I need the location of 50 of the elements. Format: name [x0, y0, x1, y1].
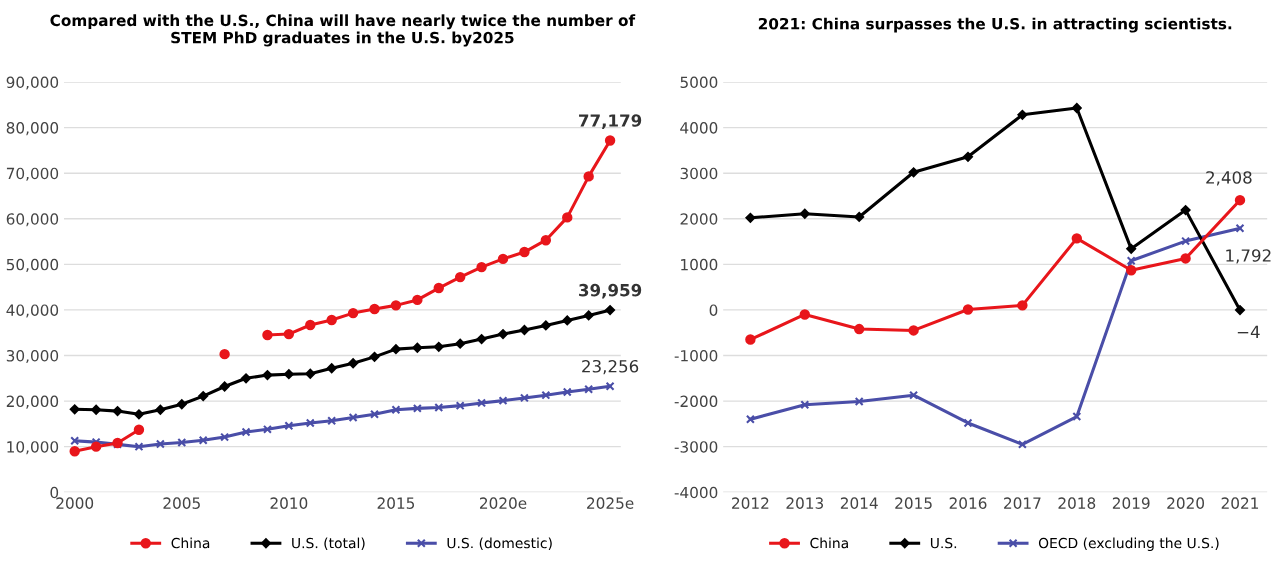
x-tick-label: 2013: [786, 497, 824, 509]
y-tick-label: 0: [709, 304, 718, 316]
y-tick-label: 50,000: [6, 258, 59, 272]
x-tick-label: 2015: [377, 497, 415, 509]
y-tick-label: 5000: [680, 76, 718, 89]
data-label: −4: [1237, 325, 1260, 338]
y-tick-label: -3000: [674, 441, 718, 453]
y-tick-label: 2000: [680, 213, 718, 225]
legend-label: U.S.: [930, 537, 957, 549]
y-tick-label: 30,000: [6, 349, 59, 364]
y-tick-label: 10,000: [7, 441, 59, 455]
y-tick-label: 90,000: [6, 76, 59, 90]
chart-title: 2021: China surpasses the U.S. in attracting scientists.: [758, 17, 1232, 33]
x-tick-label: 2015: [895, 497, 932, 509]
x-tick-label: 2017: [1004, 497, 1041, 509]
x-tick-label: 2019: [1112, 497, 1150, 509]
y-tick-label: -1000: [674, 349, 718, 362]
x-tick-label: 2025e: [587, 497, 634, 509]
y-tick-label: -2000: [674, 395, 718, 408]
data-label: 2,408: [1206, 171, 1252, 186]
data-label: 77,179: [579, 114, 642, 129]
y-tick-label: -4000: [674, 486, 718, 499]
y-tick-label: 60,000: [6, 213, 59, 227]
y-tick-label: 1000: [681, 258, 718, 271]
y-tick-label: 40,000: [6, 304, 59, 318]
x-tick-label: 2010: [270, 497, 308, 509]
x-tick-label: 2014: [840, 497, 878, 509]
y-tick-label: 4000: [680, 122, 718, 134]
y-tick-label: 20,000: [6, 395, 59, 409]
legend-label: OECD (excluding the U.S.): [1038, 537, 1219, 551]
data-label: 1,792: [1226, 249, 1271, 264]
data-label: 39,959: [579, 283, 642, 299]
chart-title: Compared with the U.S., China will have nearly twice the number of STEM PhD graduates in the U.S. by2025: [50, 14, 636, 47]
legend-label: U.S. (total): [292, 537, 365, 550]
data-label: 23,256: [582, 359, 639, 375]
legend-label: U.S. (domestic): [447, 537, 552, 550]
x-tick-label: 2021: [1221, 497, 1259, 509]
y-tick-label: 0: [50, 486, 59, 499]
x-tick-label: 2018: [1058, 497, 1096, 509]
x-tick-label: 2012: [732, 497, 769, 509]
y-tick-label: 3000: [680, 167, 718, 180]
y-tick-label: 80,000: [6, 122, 59, 136]
legend-label: China: [171, 537, 210, 549]
x-tick-label: 2000: [56, 497, 94, 509]
x-tick-label: 2020: [1167, 497, 1205, 509]
x-tick-label: 2016: [949, 497, 987, 509]
y-tick-label: 70,000: [6, 167, 59, 181]
x-tick-label: 2020e: [479, 497, 527, 509]
x-tick-label: 2005: [163, 497, 200, 509]
legend-label: China: [810, 537, 848, 549]
